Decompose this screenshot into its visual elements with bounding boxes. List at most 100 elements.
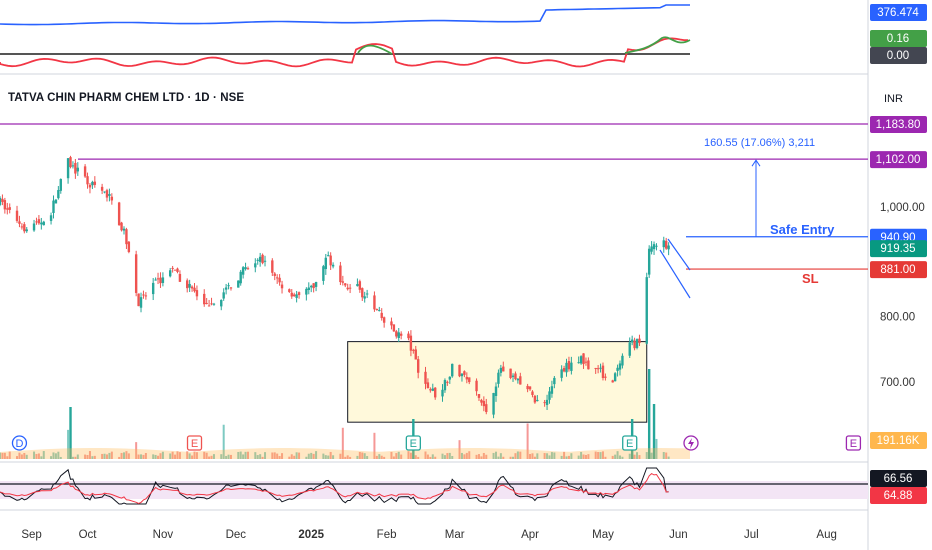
volume-bar: [254, 452, 257, 459]
candle-body: [0, 197, 2, 205]
volume-bar: [281, 453, 284, 459]
volume-bar: [475, 454, 478, 459]
candle-body: [54, 199, 58, 204]
candle-body: [35, 221, 38, 223]
candle-body: [346, 287, 349, 290]
volume-bar: [37, 453, 40, 459]
y-tick-label: 700.00: [880, 377, 915, 389]
candle-body: [468, 377, 471, 383]
volume-bar: [580, 451, 583, 459]
candle-body: [477, 394, 481, 398]
volume-bar: [188, 453, 191, 459]
volume-bar: [176, 451, 179, 459]
volume-bar: [135, 442, 138, 459]
candle-body: [424, 371, 427, 384]
candle-body: [3, 200, 7, 210]
volume-bar: [366, 456, 369, 459]
volume-bar: [259, 454, 262, 459]
candle-body: [407, 333, 410, 339]
candle-body: [159, 277, 162, 284]
candle-body: [246, 268, 250, 270]
y-tick-label: 1,000.00: [880, 202, 925, 214]
candle-body: [173, 269, 177, 271]
candle-body: [137, 293, 140, 307]
volume-bar: [290, 454, 293, 459]
volume-bar: [76, 454, 79, 459]
rsi-tag: 66.56: [884, 473, 913, 485]
volume-bar: [665, 452, 668, 459]
candle-body: [499, 367, 503, 373]
volume-bar: [468, 451, 471, 459]
volume-bar: [101, 453, 104, 459]
volume-bar: [424, 451, 427, 459]
candle-body: [227, 285, 230, 287]
candle-body: [652, 244, 656, 250]
volume-bar: [344, 456, 347, 459]
volume-bar: [451, 456, 454, 459]
volume-bar: [57, 451, 60, 459]
dividend-marker: [11, 435, 28, 451]
candle-body: [305, 288, 308, 295]
candle-body: [550, 386, 554, 394]
candle-body: [363, 296, 366, 299]
volume-bar: [278, 456, 281, 459]
measure-label: 160.55 (17.06%) 3,211: [704, 137, 815, 149]
candle-body: [565, 362, 568, 373]
event-marker-label: E: [850, 438, 857, 450]
candle-body: [83, 166, 87, 177]
volume-bar: [88, 451, 91, 459]
volume-bar: [120, 452, 123, 459]
volume-bar: [570, 453, 573, 459]
candle-body: [380, 312, 383, 319]
candle-body: [32, 223, 36, 231]
candle-body: [86, 176, 89, 185]
candle-body: [560, 369, 563, 378]
candle-body: [329, 255, 332, 266]
candle-body: [599, 367, 602, 369]
volume-bar: [212, 454, 215, 459]
candle-body: [69, 157, 72, 168]
volume-bar: [383, 456, 386, 459]
candle-body: [142, 294, 145, 296]
chart-title: TATVA CHIN PHARM CHEM LTD · 1D · NSE: [8, 92, 245, 104]
candle-body: [57, 190, 60, 199]
candle-body: [241, 267, 245, 275]
candle-body: [254, 263, 257, 268]
volume-bar: [315, 451, 318, 459]
volume-bar: [159, 453, 162, 459]
volume-ma-area: [0, 448, 690, 459]
volume-bar: [614, 454, 617, 459]
volume-bar: [103, 453, 106, 459]
volume-bar: [332, 455, 335, 459]
candle-body: [416, 359, 420, 373]
volume-bar: [35, 453, 38, 459]
volume-bar: [0, 452, 1, 459]
volume-bar: [276, 453, 279, 459]
flag-lower-line: [659, 249, 691, 299]
candle-body: [397, 332, 400, 338]
candle-body: [134, 254, 138, 293]
stop-loss-tag-bg: [870, 261, 927, 279]
volume-bar: [295, 452, 298, 459]
volume-bar: [565, 456, 568, 459]
candle-body: [15, 210, 19, 221]
measure-arrowhead: [751, 159, 761, 167]
volume-bar: [512, 456, 515, 459]
rsi-ma-tag: 64.88: [884, 490, 913, 502]
rs-osc-tag: 0.16: [887, 33, 909, 45]
volume-bar: [6, 456, 9, 459]
candle-body: [509, 368, 512, 378]
candle-body: [23, 224, 26, 232]
volume-bar: [548, 455, 551, 459]
x-tick-label: 2025: [298, 529, 324, 541]
candle-body: [526, 385, 529, 390]
candle-body: [339, 265, 342, 283]
volume-bar: [409, 452, 412, 459]
volume-bar: [244, 451, 247, 459]
volume-bar: [628, 453, 631, 459]
volume-bar: [392, 456, 395, 459]
candle-body: [475, 380, 478, 392]
currency-label[interactable]: INR: [884, 93, 903, 105]
